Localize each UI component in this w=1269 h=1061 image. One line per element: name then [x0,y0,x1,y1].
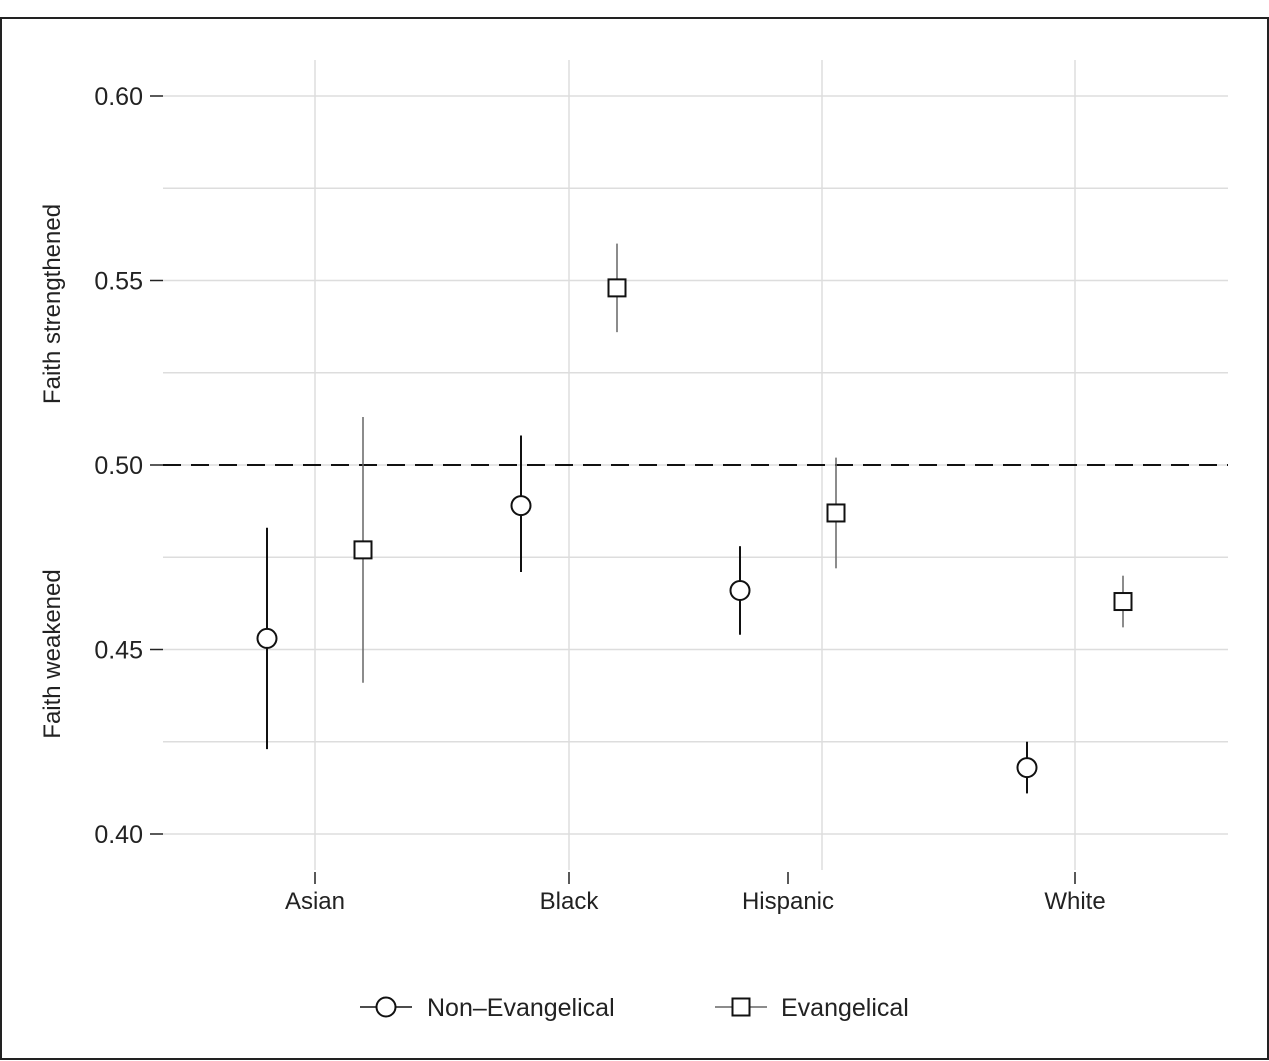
legend: Non–Evangelical Evangelical [360,994,909,1022]
y-axis-label-top: Faith strengthened [39,204,66,404]
data-point-circle [729,579,751,601]
y-tick-label: 0.55 [94,268,143,296]
y-tick-label: 0.50 [94,452,143,480]
data-point-square [353,540,373,560]
y-tick-label: 0.40 [94,821,143,849]
legend-marker-square [731,997,751,1017]
data-point-square [607,278,627,298]
data-point-circle [1016,757,1038,779]
legend-label: Non–Evangelical [427,994,615,1022]
category-label-asian: Asian [285,888,345,915]
axes: 0.40 0.45 0.50 0.55 0.60 Faith strengthened Fa… [39,83,1106,915]
category-label-white: White [1044,888,1105,915]
data-marks [256,243,1133,794]
legend-label: Evangelical [781,994,909,1022]
data-point-circle [510,495,532,517]
data-point-square [1113,592,1133,612]
y-tick-label: 0.45 [94,637,143,665]
data-point-square [826,503,846,523]
y-tick-label: 0.60 [94,83,143,111]
category-label-hispanic: Hispanic [742,888,834,915]
legend-marker-circle [375,996,397,1018]
data-point-circle [256,627,278,649]
y-axis-label-bottom: Faith weakened [39,569,66,738]
category-label-black: Black [540,888,600,915]
chart-frame [0,17,1269,1060]
